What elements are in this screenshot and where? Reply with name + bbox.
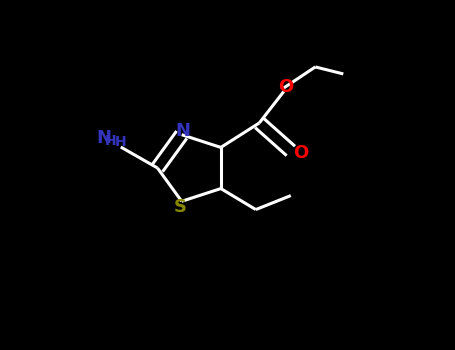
Text: O: O — [293, 144, 308, 162]
Text: N: N — [175, 121, 190, 140]
Text: N: N — [97, 129, 112, 147]
Text: O: O — [278, 78, 293, 96]
Text: S: S — [173, 197, 187, 216]
Text: H: H — [115, 135, 126, 149]
Text: H: H — [105, 134, 116, 148]
